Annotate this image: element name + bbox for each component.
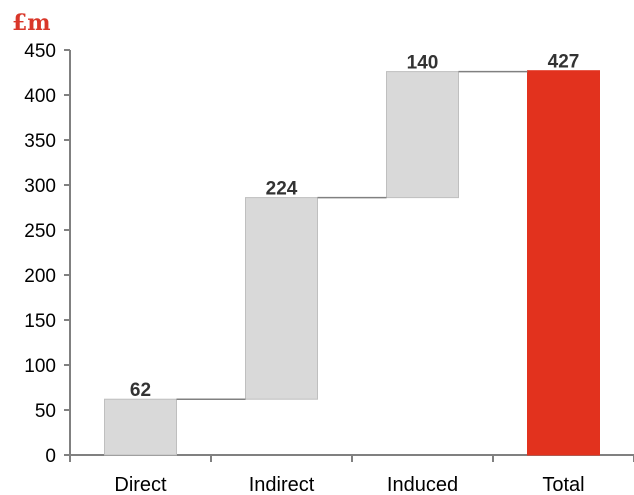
data-label: 427: [548, 52, 580, 73]
bars: [104, 70, 600, 456]
y-tick-label: 250: [24, 221, 56, 242]
y-tick-label: 0: [45, 446, 56, 467]
x-tick-label: Induced: [387, 474, 458, 495]
y-axis: 0 50 100 150 200 250 300 350 400 450: [24, 41, 71, 467]
y-tick-label: 400: [24, 86, 56, 107]
connectors: [176, 70, 528, 400]
total-bar: [527, 70, 600, 456]
x-tick-label: Direct: [114, 474, 167, 495]
value-labels: 62 224 140 427: [130, 52, 579, 402]
y-tick-label: 50: [35, 401, 56, 422]
y-tick-label: 350: [24, 131, 56, 152]
unit-label: £m: [12, 10, 51, 36]
increment-bar: [386, 71, 459, 199]
y-tick-label: 200: [24, 266, 56, 287]
y-tick-label: 300: [24, 176, 56, 197]
increment-bar: [104, 398, 177, 456]
y-tick-label: 450: [24, 41, 56, 62]
x-axis: Direct Indirect Induced Total: [69, 454, 634, 495]
x-tick-label: Total: [542, 474, 584, 495]
increment-bar: [245, 197, 318, 400]
x-tick-label: Indirect: [249, 474, 315, 495]
data-label: 62: [130, 380, 151, 401]
y-tick-label: 150: [24, 311, 56, 332]
data-label: 140: [407, 53, 439, 74]
y-tick-label: 100: [24, 356, 56, 377]
data-label: 224: [266, 179, 298, 200]
